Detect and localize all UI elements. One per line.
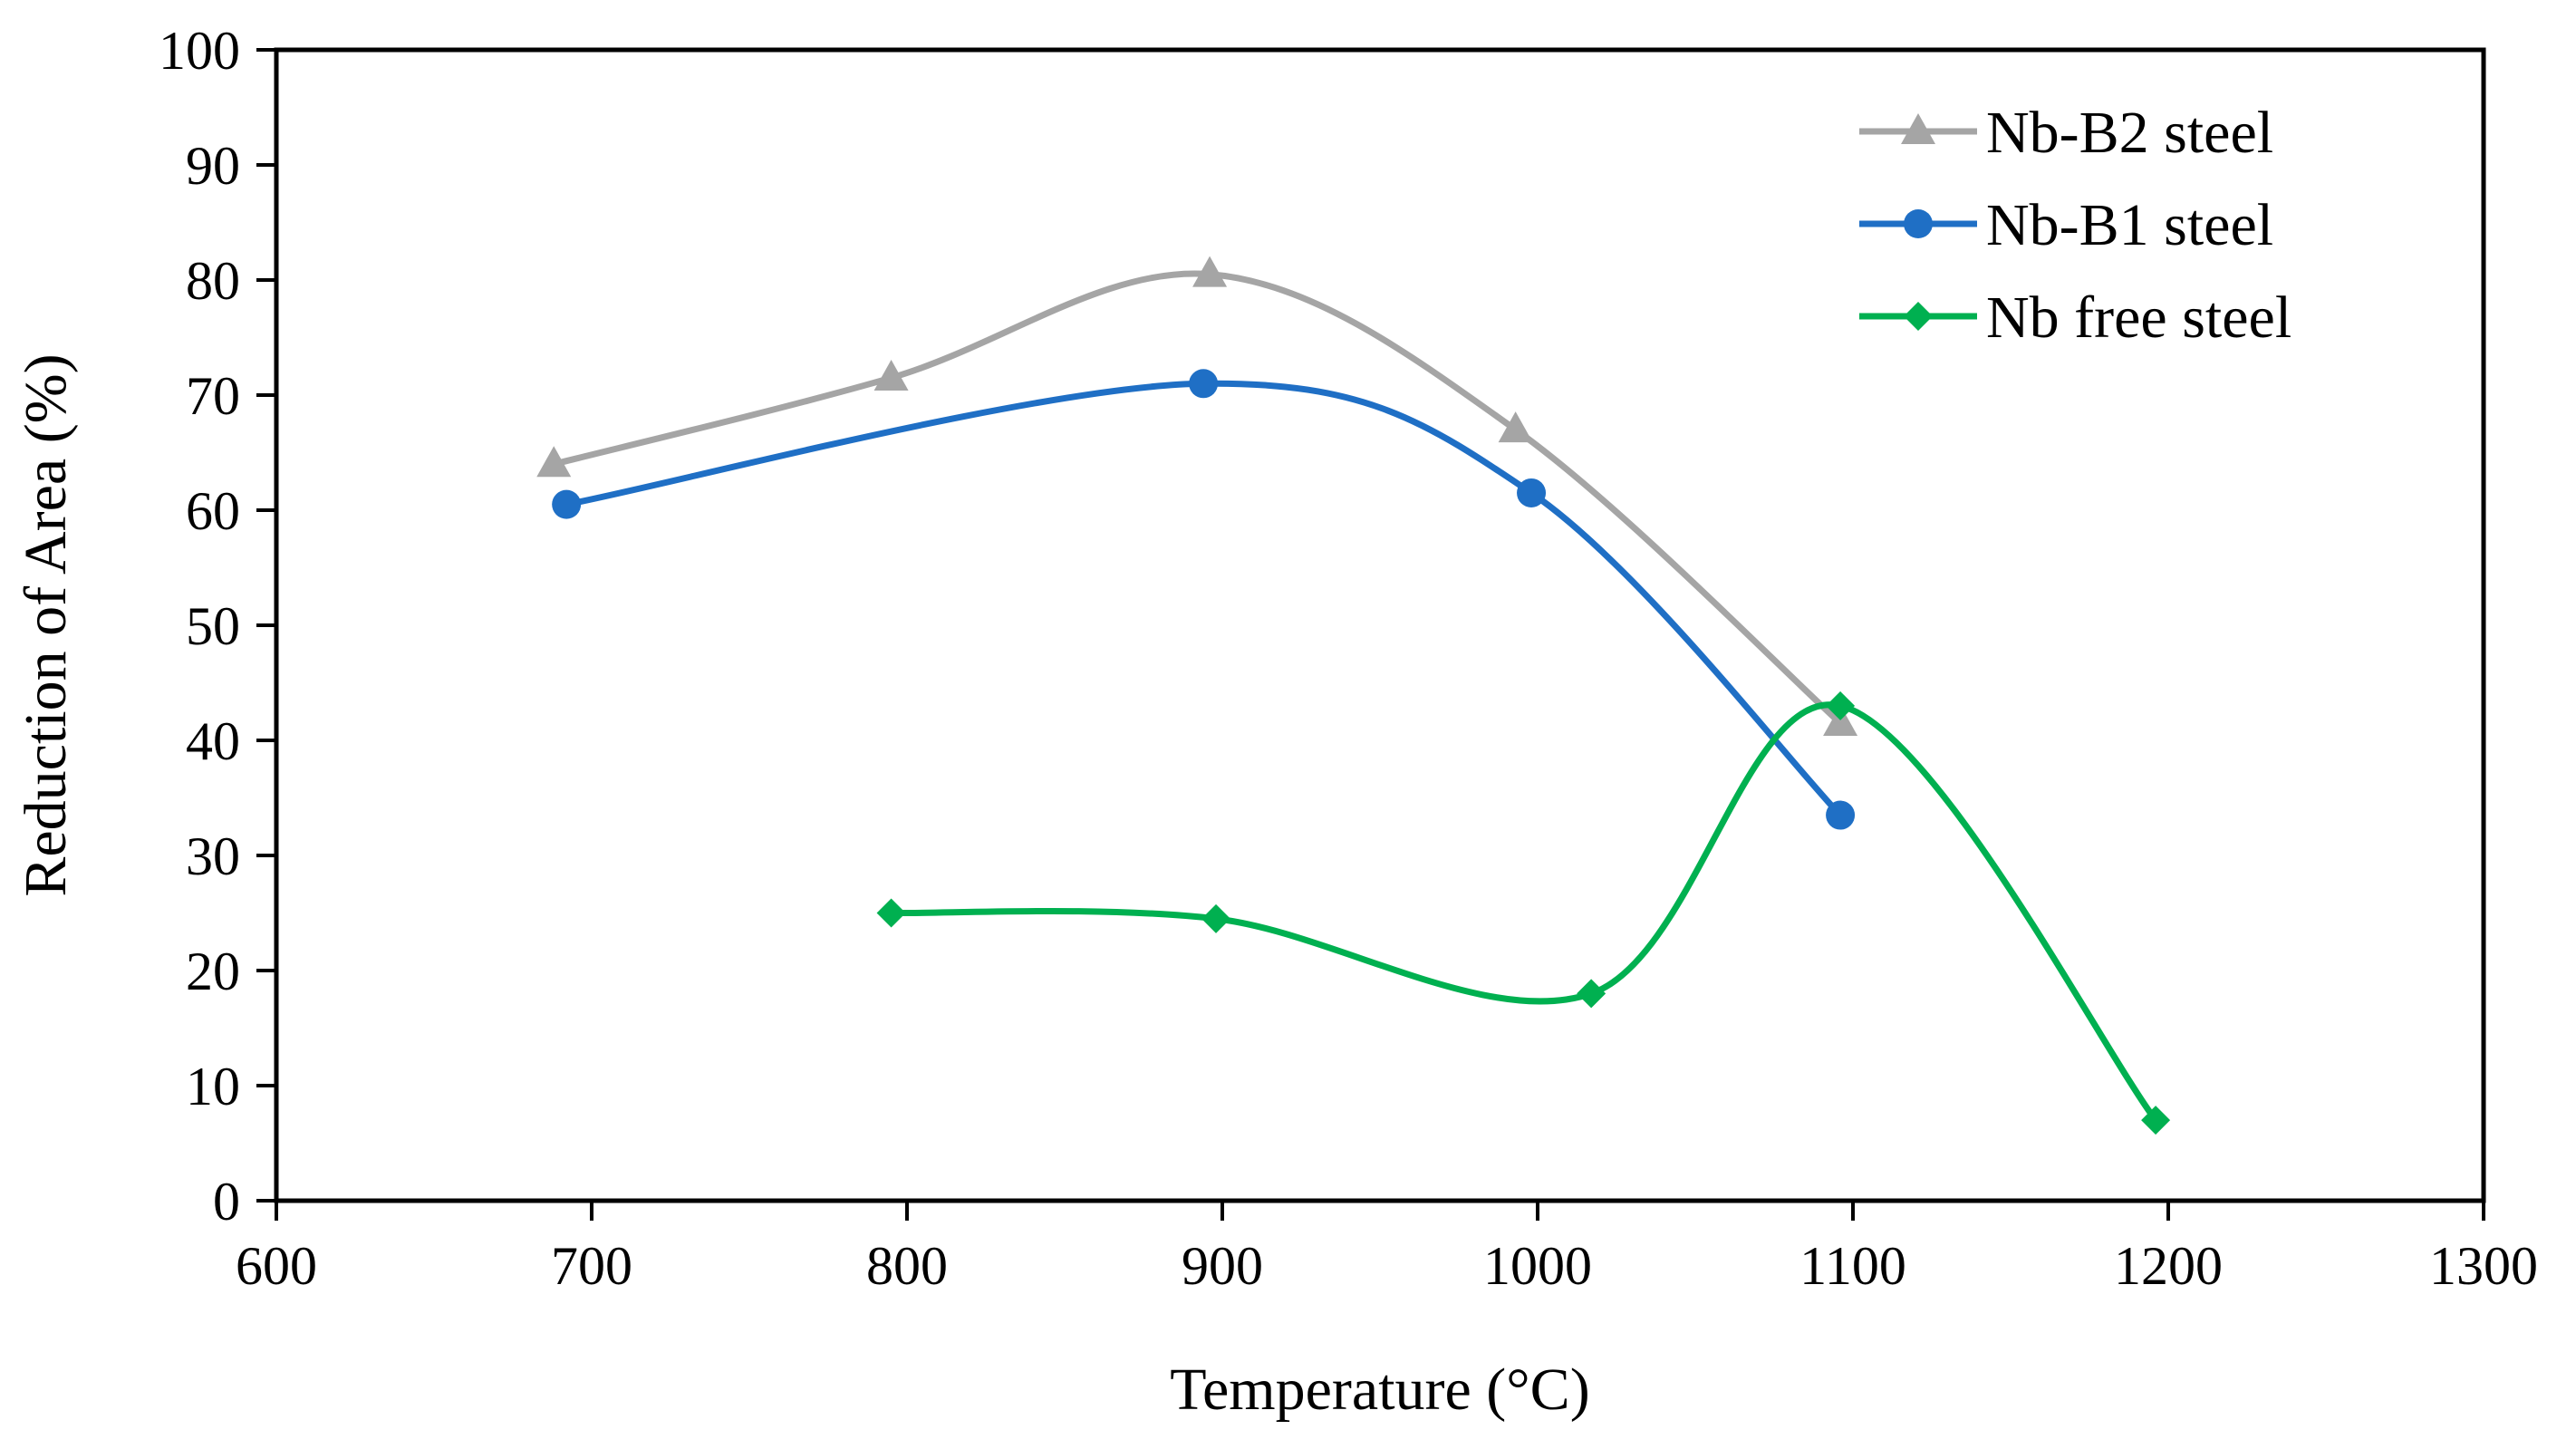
y-tick-label: 0: [213, 1172, 240, 1232]
data-point-nb-free-steel: [1201, 903, 1231, 933]
legend-marker-nb-free-steel: [1904, 302, 1933, 331]
y-tick-label: 80: [186, 251, 240, 311]
x-tick-label: 600: [236, 1236, 317, 1296]
legend-marker-nb-b1-steel: [1904, 209, 1933, 238]
data-point-nb-b1-steel: [1826, 800, 1856, 830]
x-tick-label: 1300: [2429, 1236, 2538, 1296]
y-tick-label: 40: [186, 711, 240, 771]
y-axis-title: Reduction of Area (%): [13, 353, 79, 896]
data-point-nb-b2-steel: [1192, 256, 1228, 287]
legend-marker-nb-b2-steel: [1901, 113, 1935, 144]
y-tick-label: 50: [186, 596, 240, 656]
data-point-nb-free-steel: [876, 898, 906, 928]
data-point-nb-b2-steel: [873, 359, 909, 391]
x-axis-title: Temperature (°C): [1170, 1357, 1589, 1423]
y-tick-label: 60: [186, 481, 240, 541]
y-tick-label: 70: [186, 366, 240, 426]
y-tick-label: 90: [186, 136, 240, 196]
series-line-nb-b1-steel: [563, 380, 1844, 819]
legend-label-nb-free-steel: Nb free steel: [1986, 285, 2291, 351]
x-tick-label: 800: [866, 1236, 948, 1296]
series-markers: [536, 256, 2171, 1135]
series-line-nb-b2-steel: [550, 270, 1844, 727]
x-tick-label: 1100: [1799, 1236, 1906, 1296]
data-point-nb-b1-steel: [1517, 478, 1547, 507]
data-point-nb-free-steel: [1826, 691, 1856, 720]
y-tick-label: 30: [186, 826, 240, 886]
y-tick-label: 20: [186, 942, 240, 1001]
y-axis-ticks: 0 10 20 30 40 50 60 70 80 90 100: [159, 21, 276, 1232]
series-line-nb-free-steel: [888, 701, 2159, 1124]
data-point-nb-b2-steel: [1823, 704, 1858, 736]
x-tick-label: 700: [551, 1236, 632, 1296]
data-point-nb-free-steel: [2141, 1106, 2171, 1135]
data-point-nb-b2-steel: [1498, 411, 1533, 443]
data-point-nb-free-steel: [1577, 979, 1606, 1009]
x-tick-label: 1000: [1483, 1236, 1592, 1296]
x-tick-label: 900: [1182, 1236, 1263, 1296]
x-axis-ticks: 600 700 800 900 1000 1100 1200 1300: [236, 1201, 2538, 1296]
series-lines: [550, 270, 2159, 1124]
data-point-nb-b1-steel: [552, 489, 582, 519]
legend-label-nb-b2-steel: Nb-B2 steel: [1986, 100, 2273, 166]
legend-label-nb-b1-steel: Nb-B1 steel: [1986, 192, 2273, 258]
legend: Nb-B2 steel Nb-B1 steel Nb free steel: [1859, 100, 2291, 351]
y-tick-label: 100: [159, 21, 240, 81]
y-tick-label: 10: [186, 1057, 240, 1116]
x-tick-label: 1200: [2114, 1236, 2223, 1296]
data-point-nb-b2-steel: [536, 446, 572, 478]
data-point-nb-b1-steel: [1189, 369, 1219, 399]
